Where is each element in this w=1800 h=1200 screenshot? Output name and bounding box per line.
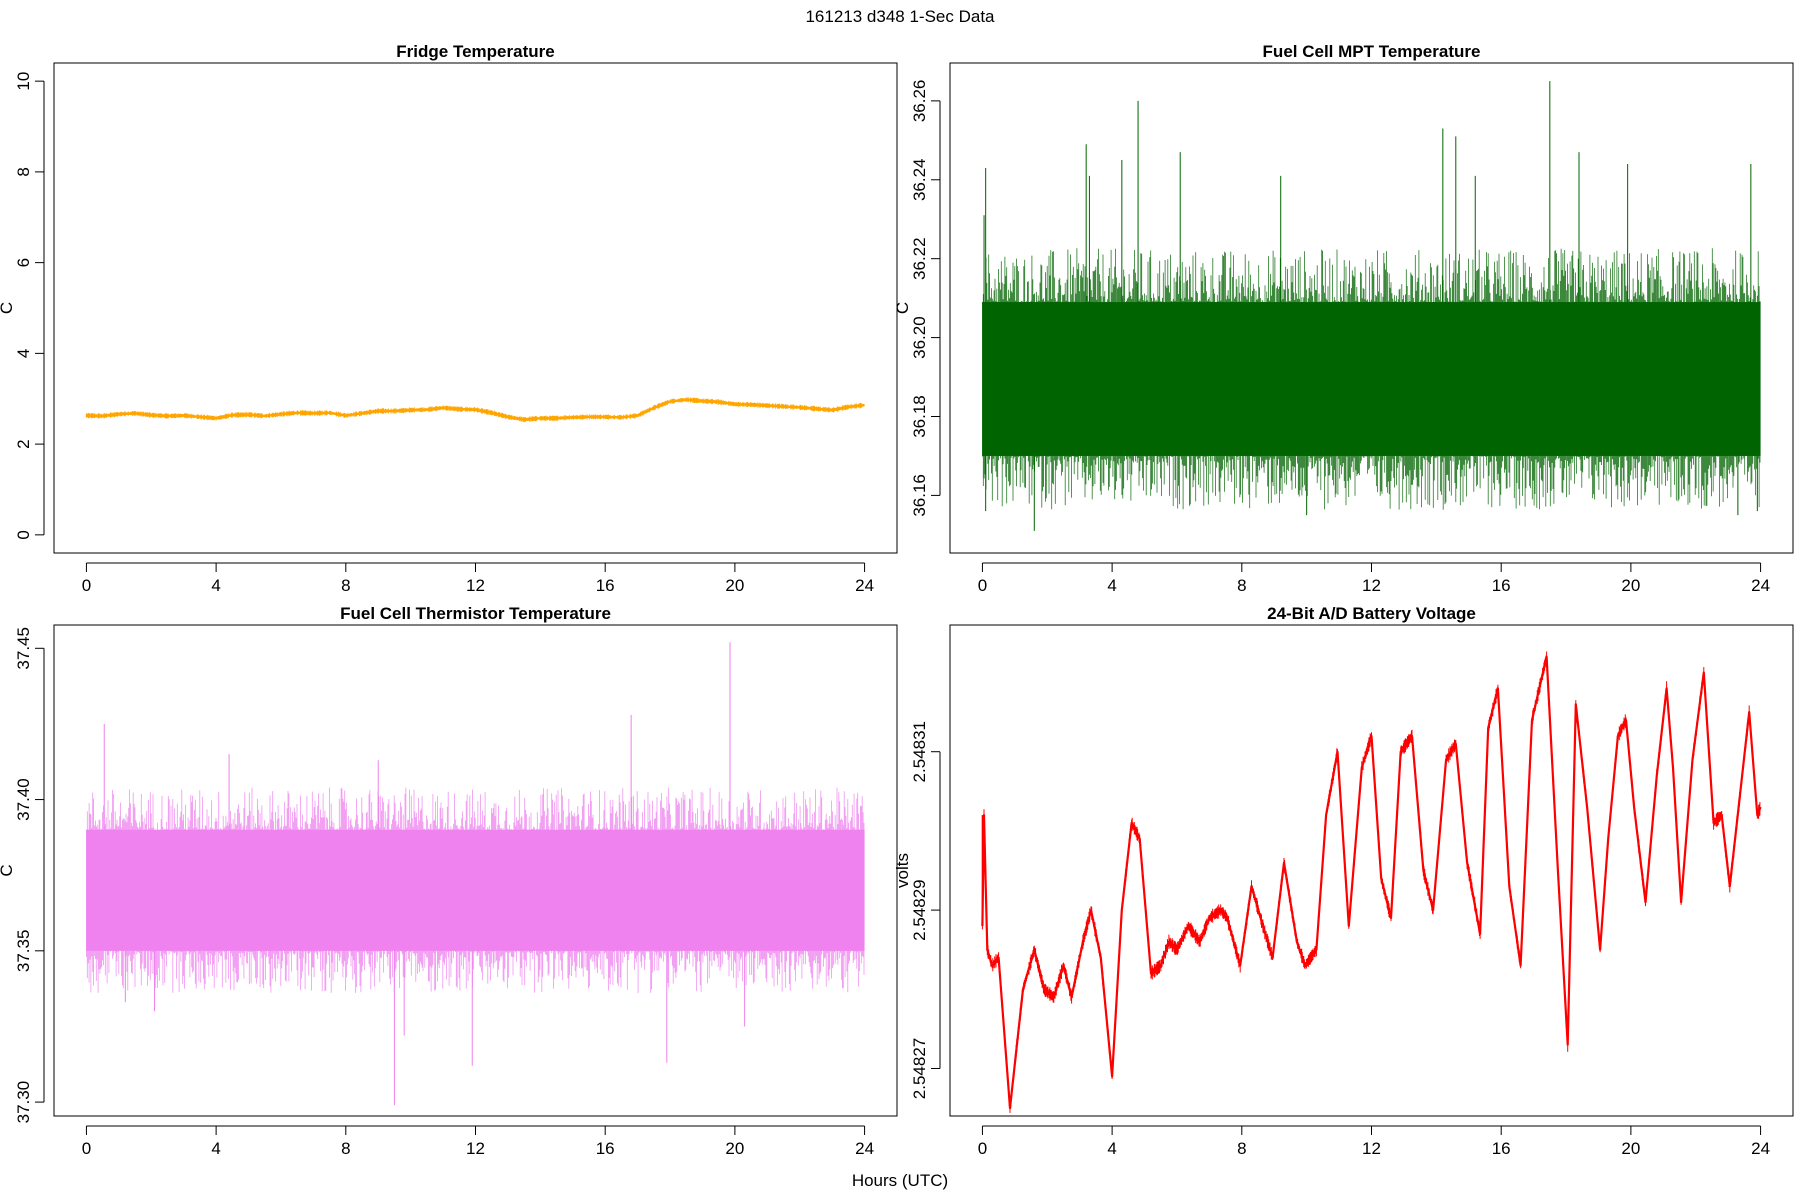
plot-data xyxy=(85,397,865,423)
x-tick-label: 8 xyxy=(341,1139,350,1158)
x-tick-label: 16 xyxy=(1492,1139,1511,1158)
y-tick-label: 37.45 xyxy=(14,627,33,670)
x-tick-label: 4 xyxy=(211,1139,220,1158)
plot-frame xyxy=(949,624,1794,1117)
panel-title: Fuel Cell MPT Temperature xyxy=(1263,42,1481,61)
series-line xyxy=(86,398,865,421)
panel-fuel-cell-mpt-temperature: Fuel Cell MPT Temperature C 0 4 8 12 16 20 24 3… xyxy=(893,42,1794,595)
y-tick-label: 36.16 xyxy=(910,474,929,517)
x-tick-label: 4 xyxy=(1107,1139,1116,1158)
x-tick-label: 20 xyxy=(725,576,744,595)
y-tick-label: 37.30 xyxy=(14,1081,33,1124)
x-tick-label: 12 xyxy=(1362,1139,1381,1158)
x-tick-label: 16 xyxy=(1492,576,1511,595)
x-tick-label: 4 xyxy=(211,576,220,595)
y-tick-label: 4 xyxy=(14,349,33,358)
x-tick-label: 20 xyxy=(725,1139,744,1158)
y-tick-label: 2 xyxy=(14,439,33,448)
y-tick-label: 2.54829 xyxy=(910,879,929,940)
x-tick-label: 24 xyxy=(1751,576,1770,595)
plot-data xyxy=(982,81,1761,531)
x-tick-label: 12 xyxy=(466,1139,485,1158)
x-tick-label: 0 xyxy=(978,576,987,595)
x-tick-label: 20 xyxy=(1621,576,1640,595)
y-tick-label: 37.40 xyxy=(14,778,33,821)
figure-xlabel: Hours (UTC) xyxy=(852,1171,948,1190)
y-tick-label: 36.26 xyxy=(910,80,929,123)
x-tick-label: 16 xyxy=(596,576,615,595)
y-tick-label: 0 xyxy=(14,530,33,539)
y-tick-label: 36.22 xyxy=(910,237,929,280)
panel-title: Fridge Temperature xyxy=(396,42,554,61)
y-axis-label: C xyxy=(893,302,912,314)
x-tick-label: 24 xyxy=(855,1139,874,1158)
y-tick-label: 8 xyxy=(14,167,33,176)
y-tick-label: 36.24 xyxy=(910,159,929,202)
y-tick-label: 36.18 xyxy=(910,395,929,438)
x-tick-label: 12 xyxy=(466,576,485,595)
panel-fuel-cell-thermistor-temperature: Fuel Cell Thermistor Temperature C 0 4 8 12… xyxy=(0,604,898,1158)
x-tick-label: 20 xyxy=(1621,1139,1640,1158)
x-tick-label: 24 xyxy=(855,576,874,595)
x-tick-label: 16 xyxy=(596,1139,615,1158)
y-axis-label: C xyxy=(0,302,16,314)
panel-battery-voltage: 24-Bit A/D Battery Voltage volts 0 4 8 12 16… xyxy=(893,604,1794,1158)
figure-suptitle: 161213 d348 1-Sec Data xyxy=(805,7,995,26)
x-tick-label: 0 xyxy=(82,1139,91,1158)
plot-frame xyxy=(949,62,1794,554)
series-noise xyxy=(86,787,865,994)
x-tick-label: 12 xyxy=(1362,576,1381,595)
x-tick-label: 8 xyxy=(341,576,350,595)
x-tick-label: 0 xyxy=(82,576,91,595)
plot-data xyxy=(981,651,1762,1113)
panel-title: 24-Bit A/D Battery Voltage xyxy=(1267,604,1476,623)
x-tick-label: 24 xyxy=(1751,1139,1770,1158)
x-tick-label: 8 xyxy=(1237,1139,1246,1158)
x-tick-label: 8 xyxy=(1237,576,1246,595)
panel-title: Fuel Cell Thermistor Temperature xyxy=(340,604,611,623)
x-tick-label: 0 xyxy=(978,1139,987,1158)
y-tick-label: 6 xyxy=(14,258,33,267)
y-tick-label: 37.35 xyxy=(14,930,33,973)
x-tick-label: 4 xyxy=(1107,576,1116,595)
y-tick-label: 2.54831 xyxy=(910,721,929,782)
y-axis-label: C xyxy=(0,864,16,876)
plot-frame xyxy=(53,62,898,554)
y-tick-label: 2.54827 xyxy=(910,1038,929,1099)
plot-data xyxy=(86,642,865,1106)
series-noise xyxy=(982,248,1761,510)
plot-frame xyxy=(53,624,898,1117)
y-axis-label: volts xyxy=(893,853,912,888)
series-line xyxy=(981,655,1762,1110)
y-tick-label: 36.20 xyxy=(910,316,929,359)
y-tick-label: 10 xyxy=(14,72,33,91)
